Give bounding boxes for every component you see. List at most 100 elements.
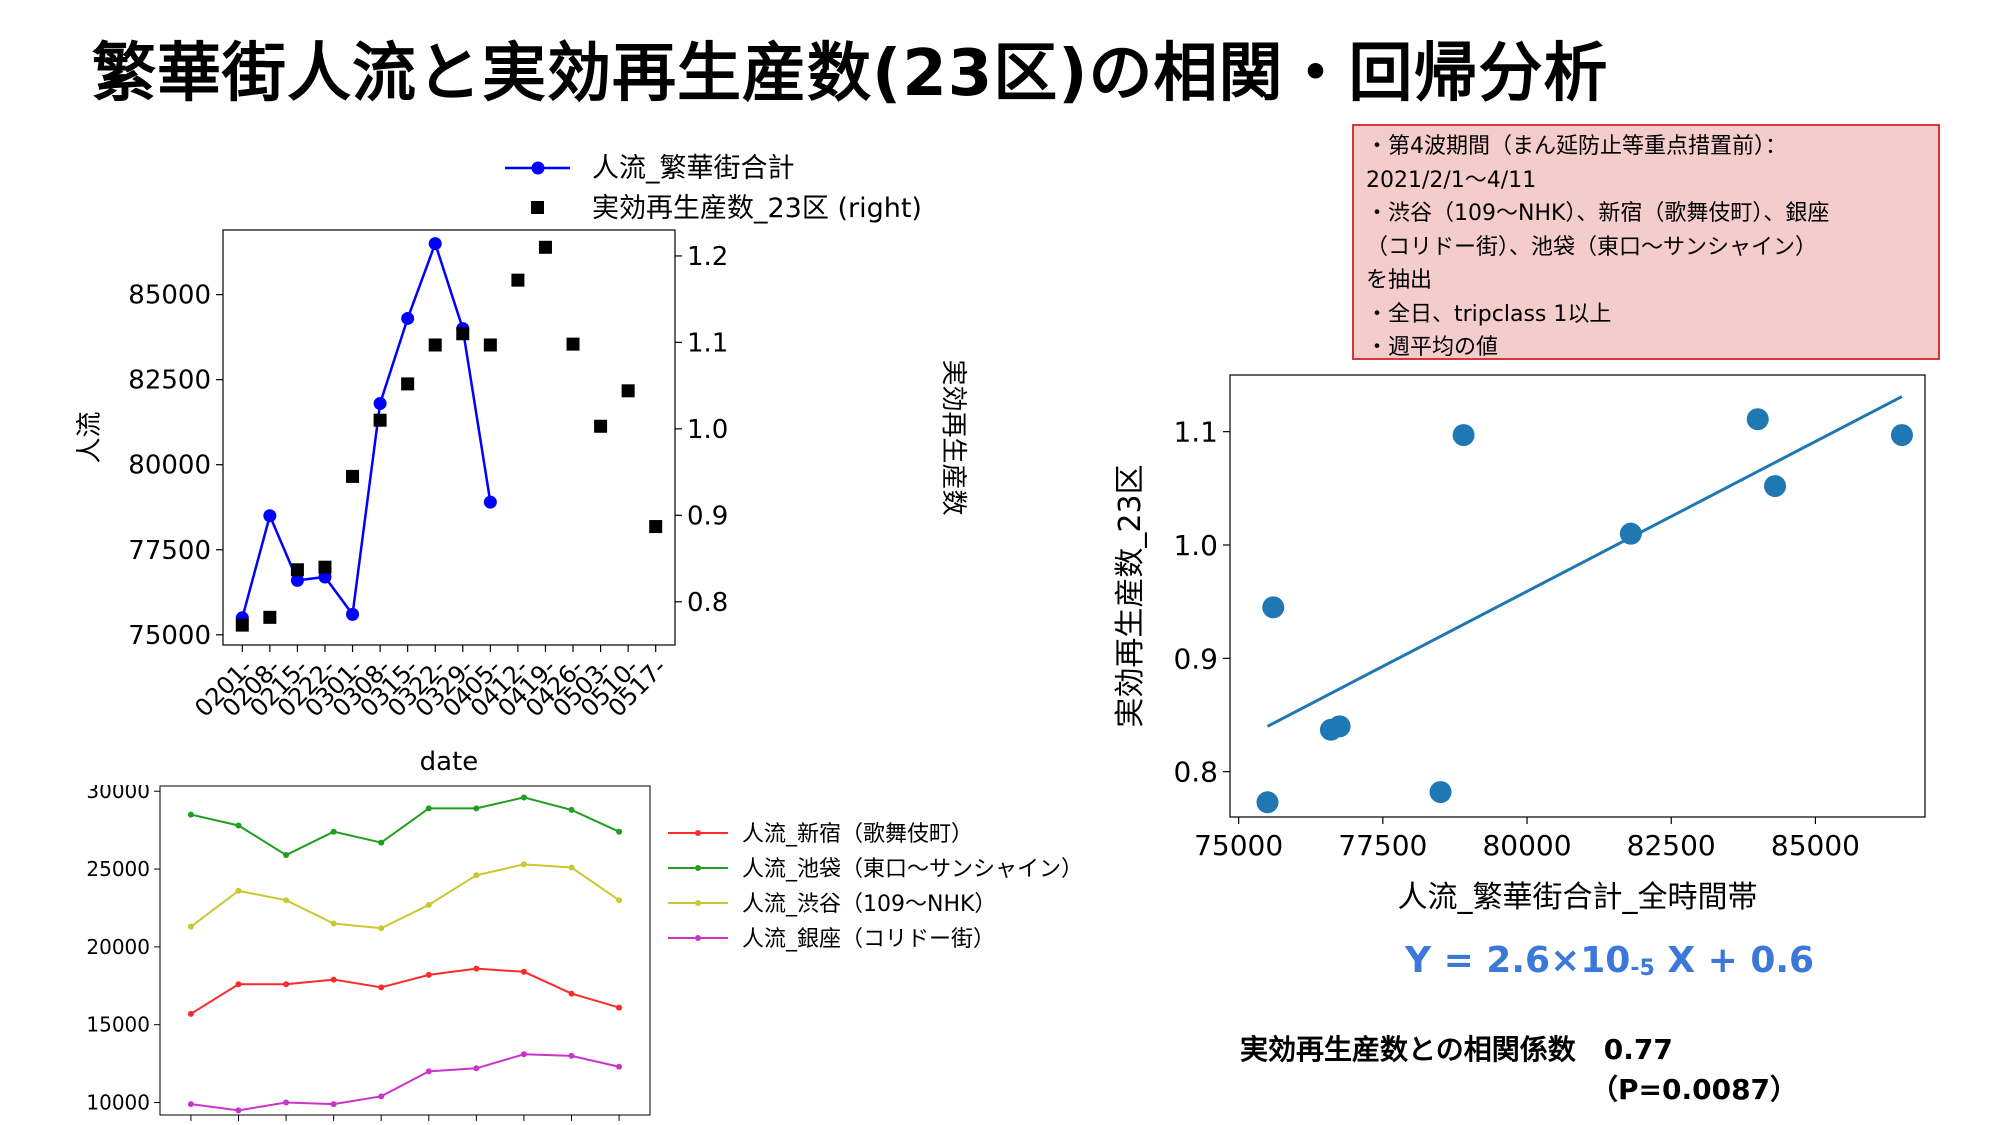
y-tick-label: 1.0 [1173, 529, 1218, 562]
data-point-rt [566, 337, 580, 351]
legend-label: 実効再生産数_23区 (right) [592, 193, 922, 224]
y-axis-label: 実効再生産数_23区 [1113, 464, 1148, 727]
data-point-area [235, 887, 242, 894]
data-point-area [425, 901, 432, 908]
data-point-area [568, 990, 575, 997]
x-tick-label: 85000 [1771, 829, 1860, 862]
data-point-rt [594, 419, 608, 433]
data-point-area [330, 828, 337, 835]
data-point-flow [428, 237, 442, 251]
y-tick-label: 15000 [86, 1013, 150, 1037]
data-point-rt [290, 563, 304, 577]
data-point-flow [263, 509, 277, 523]
legend-label: 人流_繁華街合計 [592, 153, 795, 184]
data-point-area [378, 984, 385, 991]
y-tick-label: 1.1 [1173, 416, 1218, 449]
data-point-area [520, 1051, 527, 1058]
data-point-area [473, 965, 480, 972]
y2-axis-label: 実効再生産数 [938, 359, 968, 515]
dual-axis-line-chart: 75000 77500 80000 82500 85000 0.8 0.9 1.0 1.1 1.2… [75, 153, 968, 777]
data-point-rt [428, 338, 442, 352]
data-point-area [616, 828, 623, 835]
data-point-area [616, 1063, 623, 1070]
scatter-point [1452, 424, 1475, 447]
equation-exponent: -5 [1630, 956, 1655, 981]
data-point-flow [401, 311, 415, 325]
y-tick-label: 10000 [86, 1091, 150, 1115]
y-tick-label: 0.8 [1173, 756, 1218, 789]
data-point-area [283, 852, 290, 859]
legend-marker-rt [531, 201, 544, 214]
series-line-area [190, 796, 620, 857]
legend-marker-area [695, 935, 701, 941]
data-point-flow [318, 570, 332, 584]
y2-tick-label: 1.1 [687, 328, 728, 358]
data-point-area [235, 981, 242, 988]
y2-tick-label: 1.2 [687, 242, 728, 272]
x-tick-label: 82500 [1627, 829, 1716, 862]
x-axis-label: 人流_繁華街合計_全時間帯 [1398, 880, 1758, 915]
data-point-area [616, 897, 623, 904]
scatter-point [1746, 408, 1769, 431]
data-point-area [378, 1093, 385, 1100]
y-tick-label: 82500 [128, 366, 211, 396]
y-tick-label: 80000 [128, 451, 211, 481]
scatter-point [1619, 522, 1642, 545]
legend-label: 人流_池袋（東口～サンシャイン） [742, 857, 1083, 882]
note-line: ・第4波期間（まん延防止等重点措置前）： [1366, 134, 1787, 159]
scatter-point [1256, 791, 1279, 814]
note-line: を抽出 [1366, 268, 1433, 293]
scatter-point [1328, 715, 1351, 738]
data-point-area [187, 923, 194, 930]
scatter-point [1764, 475, 1787, 498]
series-line-flow [241, 239, 492, 619]
equation-main: Y = 2.6×10 [1405, 940, 1631, 981]
data-point-flow [290, 573, 304, 587]
data-point-area [330, 976, 337, 983]
series-line-area [190, 967, 620, 1015]
data-point-rt [346, 469, 360, 483]
series-line-area [190, 863, 620, 930]
legend-label: 人流_渋谷（109〜NHK） [742, 892, 996, 917]
data-point-area [568, 806, 575, 813]
data-point-area [473, 805, 480, 812]
p-value-text: （P=0.0087） [1590, 1073, 1799, 1106]
data-point-area [187, 1101, 194, 1108]
legend-label: 人流_銀座（コリドー街） [742, 927, 995, 952]
note-line: ・全日、tripclass 1以上 [1366, 301, 1612, 327]
legend-marker-area [695, 900, 701, 906]
y-tick-label: 25000 [86, 857, 150, 881]
data-point-area [520, 861, 527, 868]
x-axis-label: date [420, 747, 479, 777]
scatter-point [1890, 424, 1913, 447]
data-point-rt [538, 240, 552, 254]
y-axis-label: 人流 [75, 411, 105, 463]
data-point-area [283, 897, 290, 904]
data-point-flow [483, 495, 497, 509]
legend-marker-area [695, 830, 701, 836]
area-flow-line-chart: 10000 15000 20000 25000 30000 人流_新宿（歌舞伎町） 人流_池… [86, 785, 1083, 1121]
plot-frame [1229, 374, 1926, 818]
data-point-flow [373, 396, 387, 410]
data-point-area [235, 1107, 242, 1114]
plot-frame [159, 785, 651, 1116]
scatter-point [1429, 781, 1452, 804]
data-point-area [283, 981, 290, 988]
regression-line [1266, 395, 1903, 728]
data-point-rt [456, 327, 470, 341]
data-point-rt [263, 610, 277, 624]
data-point-area [425, 805, 432, 812]
data-point-rt [483, 338, 497, 352]
y-tick-label: 30000 [86, 785, 150, 803]
data-point-area [378, 839, 385, 846]
x-tick-label: 77500 [1338, 829, 1427, 862]
note-line: 2021/2/1～4/11 [1366, 167, 1537, 193]
y-tick-label: 85000 [128, 281, 211, 311]
data-point-rt [401, 377, 415, 391]
y2-tick-label: 0.9 [687, 501, 728, 531]
note-box: ・第4波期間（まん延防止等重点措置前）： 2021/2/1～4/11 ・渋谷（1… [1352, 124, 1940, 360]
data-point-area [283, 1099, 290, 1106]
data-point-area [235, 822, 242, 829]
equation-tail: X + 0.6 [1654, 940, 1815, 981]
data-point-area [187, 1010, 194, 1017]
